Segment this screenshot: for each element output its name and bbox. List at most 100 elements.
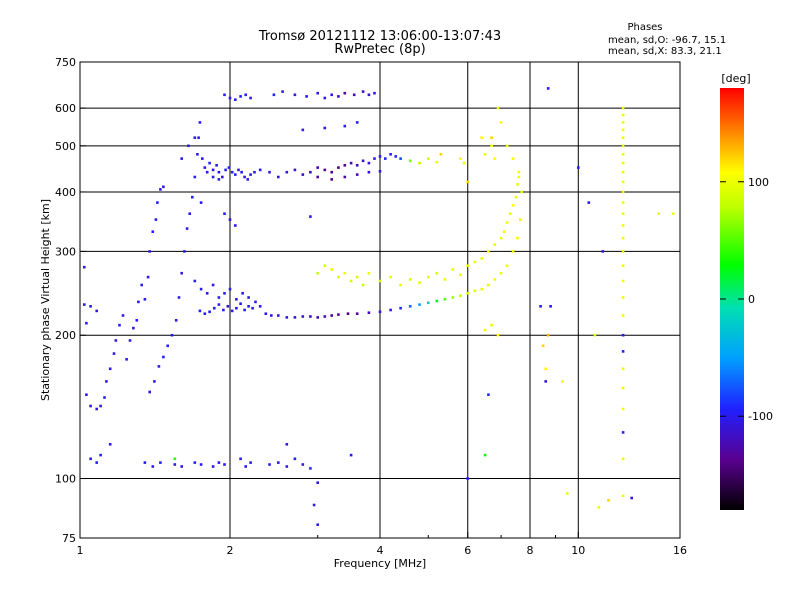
echo-point bbox=[459, 273, 462, 276]
echo-point bbox=[223, 212, 226, 215]
echo-point bbox=[177, 296, 181, 299]
echo-point bbox=[143, 461, 147, 464]
echo-point bbox=[281, 90, 284, 93]
echo-point bbox=[408, 159, 412, 163]
echo-point bbox=[213, 306, 216, 310]
echo-point bbox=[293, 168, 297, 172]
echo-point bbox=[227, 166, 231, 169]
y-tick-labels: 75 100 200 300 400 500 600 750 bbox=[55, 56, 76, 545]
echo-point bbox=[234, 224, 237, 227]
echo-point bbox=[601, 250, 605, 253]
echo-point bbox=[309, 170, 312, 174]
echo-point bbox=[621, 113, 625, 117]
echo-point bbox=[108, 367, 112, 371]
chart-subtitle: RwPretec (8p) bbox=[334, 42, 425, 57]
echo-point bbox=[480, 136, 483, 139]
echo-point bbox=[443, 278, 447, 281]
echo-point bbox=[330, 93, 333, 97]
echo-point bbox=[427, 301, 430, 305]
echo-point bbox=[378, 170, 382, 173]
x-tick-label: 16 bbox=[673, 544, 687, 557]
x-tick-label: 1 bbox=[77, 544, 84, 557]
echo-point bbox=[316, 166, 319, 169]
echo-point bbox=[85, 393, 88, 396]
echo-point bbox=[95, 461, 98, 464]
echo-point bbox=[180, 465, 183, 468]
echo-point bbox=[243, 175, 246, 179]
echo-point bbox=[621, 264, 625, 267]
echo-point bbox=[418, 303, 421, 306]
echo-point bbox=[473, 260, 477, 264]
echo-point bbox=[337, 166, 340, 169]
echo-point bbox=[621, 136, 625, 139]
echo-point bbox=[309, 467, 312, 470]
echo-point bbox=[337, 95, 340, 98]
echo-point bbox=[217, 296, 221, 299]
echo-point bbox=[330, 178, 333, 181]
echo-point bbox=[268, 170, 271, 174]
echo-point bbox=[244, 93, 247, 97]
echo-point bbox=[408, 305, 412, 308]
echo-point bbox=[621, 236, 625, 240]
echo-point bbox=[235, 306, 238, 310]
echo-point bbox=[462, 161, 466, 165]
echo-point bbox=[517, 175, 521, 179]
echo-point bbox=[473, 289, 477, 293]
echo-point bbox=[316, 91, 319, 95]
phases-o-stats: mean, sd,O: -96.7, 15.1 bbox=[608, 35, 726, 46]
echo-point bbox=[418, 161, 421, 165]
y-tick-label: 200 bbox=[55, 329, 76, 342]
echo-point bbox=[408, 278, 412, 281]
echo-point bbox=[541, 344, 545, 348]
echo-point bbox=[228, 287, 232, 291]
echo-point bbox=[520, 190, 523, 194]
echo-point bbox=[621, 386, 625, 390]
echo-point bbox=[285, 465, 289, 468]
echo-point bbox=[621, 212, 625, 215]
echo-point bbox=[224, 168, 227, 172]
echo-point bbox=[316, 316, 319, 319]
echo-point bbox=[223, 463, 226, 466]
echo-point bbox=[621, 350, 625, 353]
chart-title: Tromsø 20121112 13:06:00-13:07:43 bbox=[258, 29, 501, 44]
echo-point bbox=[367, 271, 371, 275]
echo-point bbox=[505, 264, 509, 267]
echo-point bbox=[185, 227, 189, 230]
echo-point bbox=[146, 275, 150, 279]
echo-point bbox=[230, 170, 234, 174]
echo-point bbox=[490, 323, 493, 327]
colorbar-ticks: 100 0 -100 bbox=[720, 176, 773, 423]
echo-point bbox=[378, 279, 382, 283]
echo-point bbox=[223, 93, 226, 97]
echo-point bbox=[499, 271, 503, 275]
echo-point bbox=[205, 292, 209, 295]
echo-point bbox=[159, 188, 162, 191]
echo-point bbox=[128, 339, 132, 342]
echo-point bbox=[226, 305, 230, 308]
echo-point bbox=[355, 121, 359, 124]
echo-point bbox=[389, 275, 392, 279]
echo-point bbox=[544, 380, 547, 383]
echo-point bbox=[239, 95, 242, 98]
echo-point bbox=[343, 91, 347, 95]
echo-point bbox=[95, 407, 98, 411]
phases-heading: Phases bbox=[627, 22, 662, 33]
echo-point bbox=[480, 287, 483, 291]
echo-point bbox=[180, 157, 183, 160]
echo-point bbox=[451, 296, 455, 299]
echo-point bbox=[593, 333, 597, 337]
x-tick-label: 6 bbox=[464, 544, 471, 557]
echo-point bbox=[517, 170, 521, 174]
echo-point bbox=[108, 443, 112, 446]
echo-point bbox=[323, 168, 327, 172]
echo-point bbox=[215, 164, 218, 167]
echo-point bbox=[373, 157, 376, 160]
echo-point bbox=[173, 457, 177, 461]
echo-point bbox=[546, 87, 550, 90]
echo-point bbox=[511, 204, 515, 207]
echo-point bbox=[487, 250, 490, 253]
echo-point bbox=[253, 170, 256, 174]
echo-point bbox=[193, 136, 197, 139]
echo-point bbox=[384, 157, 387, 160]
echo-point bbox=[239, 457, 242, 461]
